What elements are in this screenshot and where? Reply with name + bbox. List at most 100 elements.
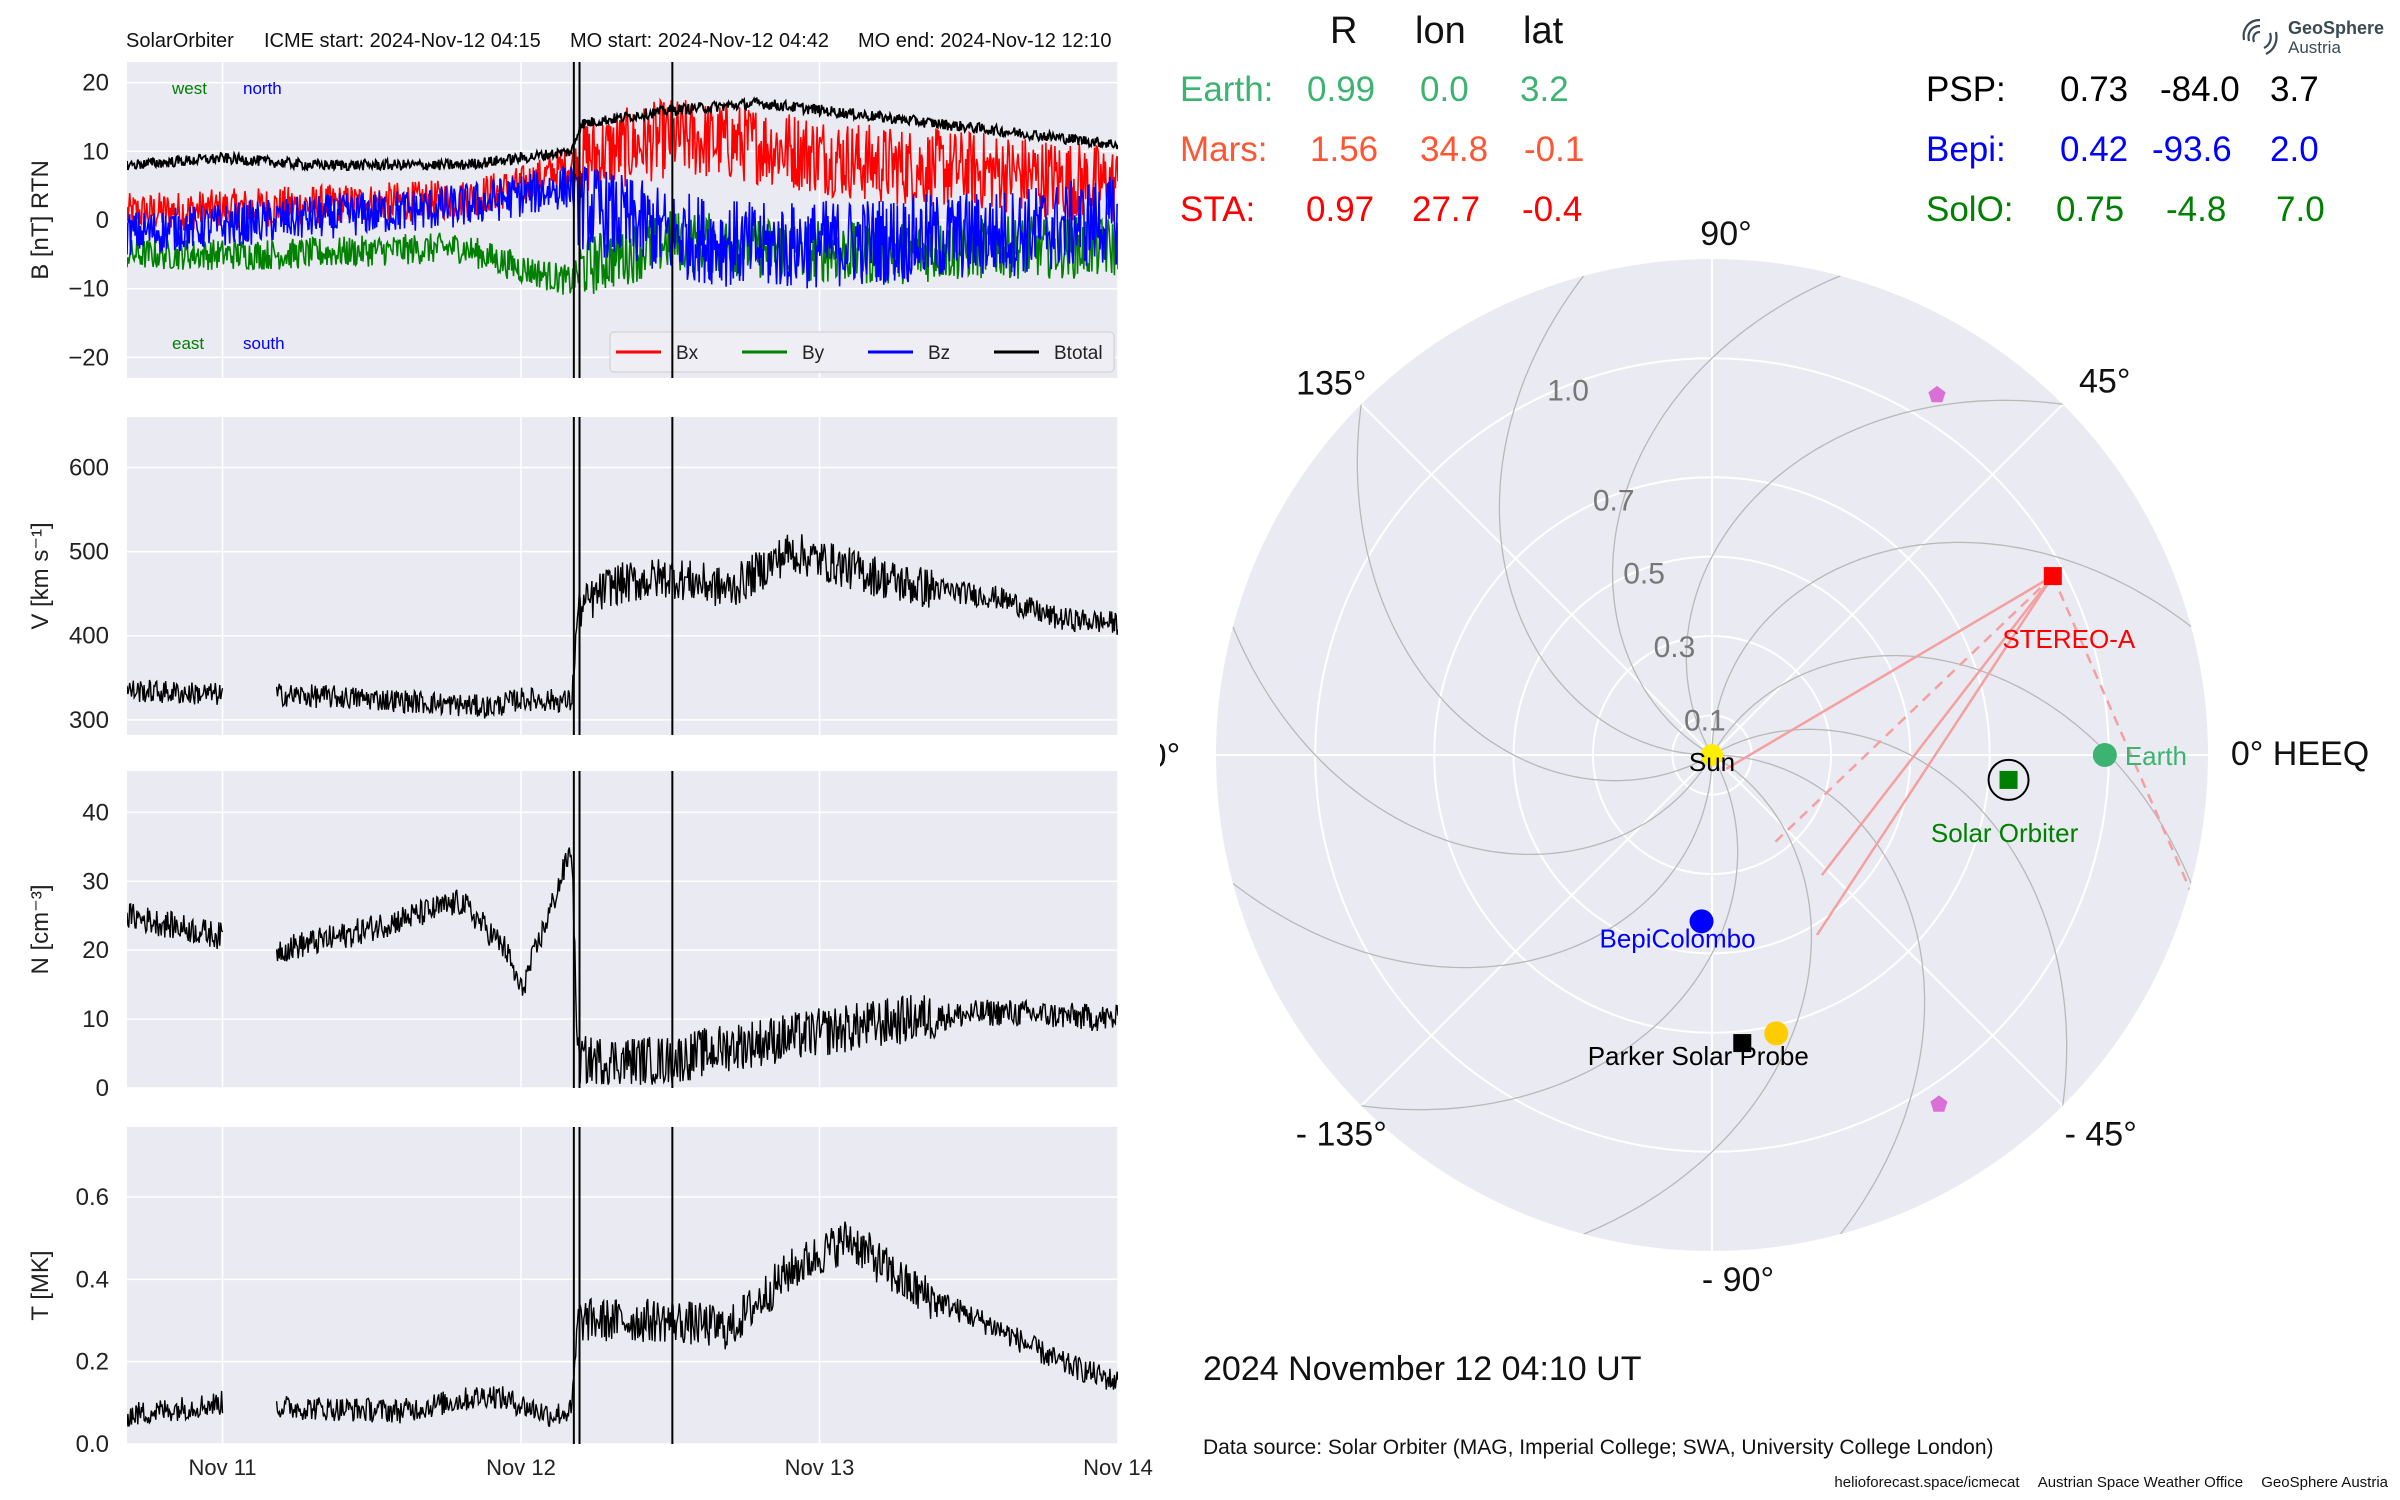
y-tick-label: 400 xyxy=(69,623,109,650)
angle-label: - 135° xyxy=(1296,1116,1387,1154)
position-cell-r: 0.75 xyxy=(2056,190,2125,229)
position-cell-lon: 0.0 xyxy=(1420,70,1469,109)
body-marker xyxy=(2043,567,2062,586)
y-tick-label: 600 xyxy=(69,454,109,481)
y-tick-label: 0 xyxy=(96,207,109,234)
legend-label: Btotal xyxy=(1054,343,1103,364)
spiral-arm xyxy=(1583,754,1813,1235)
position-cell-lon: 34.8 xyxy=(1420,130,1489,169)
series-v xyxy=(127,534,1118,719)
panel-v: 300 400 500 600 V [km s⁻¹] xyxy=(27,417,1119,735)
spiral-arm xyxy=(1685,399,2063,756)
y-tick-label: 300 xyxy=(69,707,109,734)
position-cell-lat: 7.0 xyxy=(2276,190,2325,229)
body-marker xyxy=(1701,744,1723,766)
label-south: south xyxy=(243,334,285,353)
credits-line: helioforecast.space/icmecat Austrian Spa… xyxy=(1820,1474,2388,1491)
spiral-arm xyxy=(1711,541,2192,755)
y-tick-label: 20 xyxy=(82,937,109,964)
body-solar-orbiter: Solar Orbiter xyxy=(1931,758,2079,848)
body-psp-fov xyxy=(1764,1021,1789,1046)
geosphere-logo: GeoSphere Austria xyxy=(2236,14,2386,62)
legend: Bx By Bz Btotal xyxy=(609,331,1115,373)
panel-background xyxy=(127,771,1118,1088)
logo-line1: GeoSphere xyxy=(2288,18,2385,38)
position-cell-name: PSP: xyxy=(1926,70,2006,109)
label-west: west xyxy=(171,79,207,98)
y-tick-label: −20 xyxy=(68,344,109,371)
series-t xyxy=(127,1221,1118,1428)
body-planet-b xyxy=(1930,1095,1948,1112)
position-cell-name: Earth: xyxy=(1180,70,1274,109)
credit-org: GeoSphere Austria xyxy=(2261,1474,2388,1491)
legend-label: Bx xyxy=(676,343,699,364)
position-cell-r: 0.99 xyxy=(1307,70,1376,109)
position-cell-r: 1.56 xyxy=(1310,130,1379,169)
x-tick-label: Nov 12 xyxy=(486,1455,556,1480)
body-bepicolombo: BepiColombo xyxy=(1599,909,1756,953)
y-axis-label: V [km s⁻¹] xyxy=(27,522,54,629)
parker-spirals xyxy=(1232,275,2192,1235)
legend-box xyxy=(609,331,1115,373)
fov-line xyxy=(1725,575,2054,771)
body-label: Solar Orbiter xyxy=(1931,818,2079,848)
logo-line2: Austria xyxy=(2288,38,2341,57)
angle-label: - 90° xyxy=(1702,1261,1774,1299)
y-tick-label: −10 xyxy=(68,276,109,303)
panel-background xyxy=(127,1127,1118,1444)
series-btotal xyxy=(127,96,1118,172)
body-marker xyxy=(1928,385,1946,403)
body-marker xyxy=(1930,1095,1948,1112)
angle-label: 90° xyxy=(1700,215,1751,253)
series-group xyxy=(127,534,1118,719)
credit-url: helioforecast.space/icmecat xyxy=(1834,1474,2020,1491)
credit-office: Austrian Space Weather Office xyxy=(2037,1474,2244,1491)
series-bz xyxy=(127,166,1118,289)
spacecraft-position-polar-chart: 0.1 0.3 0.5 0.7 1.0 90° 45° 0° HEEQ - 45° - 90° - … xyxy=(1160,215,2369,1299)
col-header-r: R xyxy=(1330,10,1358,52)
icme-start-label: ICME start: 2024-Nov-12 04:15 xyxy=(264,30,541,52)
body-earth: Earth xyxy=(2092,741,2187,771)
y-tick-label: 20 xyxy=(82,70,109,97)
angular-gridline xyxy=(1711,754,2064,1107)
radial-tick-label: 0.7 xyxy=(1593,484,1635,517)
body-label: Sun xyxy=(1689,747,1735,777)
body-sun: Sun xyxy=(1689,744,1735,777)
spiral-arm xyxy=(1361,754,1739,1111)
spiral-arm xyxy=(1232,755,1713,969)
series-group xyxy=(127,847,1118,1085)
angular-gridline xyxy=(1360,403,1713,756)
label-north: north xyxy=(243,79,282,98)
y-axis-label: B [nT] RTN xyxy=(27,160,54,280)
stereo-a-fov xyxy=(1725,575,2194,936)
angular-gridline xyxy=(1360,754,1713,1107)
y-tick-label: 0 xyxy=(96,1075,109,1102)
y-tick-label: 0.2 xyxy=(76,1349,109,1376)
spiral-arm xyxy=(1712,754,1926,1235)
position-cell-lon: 27.7 xyxy=(1412,190,1481,229)
position-cell-lon: -93.6 xyxy=(2152,130,2232,169)
fov-line-dashed xyxy=(2051,575,2194,897)
body-marker xyxy=(1689,909,1714,934)
logo-swirl-icon xyxy=(2242,18,2278,55)
position-cell-lat: 2.0 xyxy=(2270,130,2319,169)
series-n xyxy=(127,847,1118,1085)
series-by xyxy=(127,211,1118,295)
position-cell-lon: -4.8 xyxy=(2166,190,2227,229)
panel-b: −20 −10 0 10 20 B [nT] RTN west north east south B… xyxy=(27,62,1119,378)
timestamp-label: 2024 November 12 04:10 UT xyxy=(1203,1350,1642,1388)
y-tick-label: 40 xyxy=(82,799,109,826)
y-tick-label: 0.4 xyxy=(76,1266,109,1293)
y-tick-label: 10 xyxy=(82,138,109,165)
angular-gridline xyxy=(1711,403,2064,756)
legend-label: By xyxy=(802,343,825,364)
y-tick-label: 30 xyxy=(82,868,109,895)
position-cell-name: SolO: xyxy=(1926,190,2014,229)
position-cell-name: Mars: xyxy=(1180,130,1268,169)
position-cell-r: 0.73 xyxy=(2060,70,2129,109)
y-tick-label: 500 xyxy=(69,539,109,566)
body-label: STEREO-A xyxy=(2002,624,2136,654)
spiral-arm xyxy=(1498,275,1712,756)
in-situ-timeseries-chart: −20 −10 0 10 20 B [nT] RTN west north east south B… xyxy=(27,62,1153,1480)
position-cell-lat: 3.7 xyxy=(2270,70,2319,109)
